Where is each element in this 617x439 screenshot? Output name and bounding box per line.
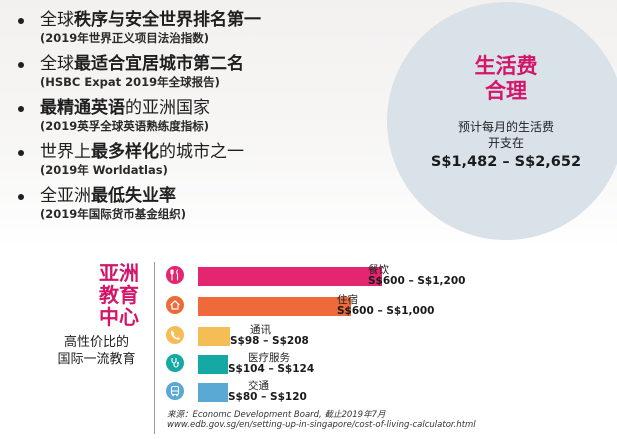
cost-row-housing: 住宿 S$600 – S$1,000 <box>0 294 617 317</box>
list-item: 最精通英语的亚洲国家 (2019英孚全球英语熟练度指标) <box>18 98 403 134</box>
house-icon <box>166 296 184 314</box>
cost-row-dining: 餐饮 S$600 – S$1,200 <box>0 264 617 287</box>
source-url: www.edb.gov.sg/en/setting-up-in-singapor… <box>167 420 476 430</box>
education-hub-title: 亚洲 教育 中心 <box>84 262 154 328</box>
source-note: 来源：Economc Development Board, 截止2019年7月 … <box>167 410 476 430</box>
list-item: 全亚洲最低失业率 (2019年国际货币基金组织) <box>18 186 403 222</box>
cost-bar-dining <box>198 267 382 286</box>
bullet-dot <box>18 194 24 200</box>
list-item: 世界上最多样化的城市之一 (2019年 Worldatlas) <box>18 142 403 178</box>
stethoscope-icon <box>166 354 184 372</box>
ranking-headline: 世界上最多样化的城市之一 <box>40 142 244 162</box>
bullet-dot <box>18 106 24 112</box>
education-hub-subtitle: 高性价比的 国际一流教育 <box>40 334 153 368</box>
cost-bar-medical <box>198 355 228 374</box>
ranking-headline: 全亚洲最低失业率 <box>40 186 176 206</box>
subtitle-line: 高性价比的 <box>63 335 129 350</box>
cost-category-label: 餐饮 <box>368 264 389 276</box>
ranking-source: (HSBC Expat 2019年全球报告) <box>40 75 220 89</box>
cost-range: S$1,482 – S$2,652 <box>430 154 582 170</box>
bullet-dot <box>18 62 24 68</box>
ranking-source: (2019年国际货币基金组织) <box>40 207 187 221</box>
cost-row-telecom: 通讯 S$98 – S$208 <box>0 324 617 347</box>
section-divider <box>154 262 155 434</box>
cost-bar-telecom <box>198 327 230 346</box>
title-line: 亚洲 <box>99 261 139 285</box>
cost-bar-housing <box>198 297 351 316</box>
description-line: 预计每月的生活费 <box>457 120 554 134</box>
ranking-source: (2019年 Worldatlas) <box>40 163 168 177</box>
cost-amount-label: S$80 – S$120 <box>228 391 307 403</box>
bus-icon <box>166 382 184 400</box>
cost-category-label: 通讯 <box>250 324 271 336</box>
list-item: 全球最适合宜居城市第二名 (HSBC Expat 2019年全球报告) <box>18 54 403 90</box>
cost-category-label: 交通 <box>248 380 269 392</box>
ranking-list: 全球秩序与安全世界排名第一 (2019年世界正义项目法治指数) 全球最适合宜居城… <box>18 10 403 230</box>
bullet-dot <box>18 18 24 24</box>
list-item: 全球秩序与安全世界排名第一 (2019年世界正义项目法治指数) <box>18 10 403 46</box>
subtitle-line: 国际一流教育 <box>57 352 136 367</box>
title-line: 教育 <box>99 283 139 307</box>
cost-of-living-circle: 生活费 合理 预计每月的生活费 开支在 S$1,482 – S$2,652 <box>387 2 617 240</box>
cost-row-medical: 医疗服务 S$104 – S$124 <box>0 352 617 375</box>
title-line: 中心 <box>99 305 139 329</box>
bullet-dot <box>18 150 24 156</box>
cost-of-living-title: 生活费 合理 <box>387 54 617 104</box>
cost-category-label: 住宿 <box>337 294 358 306</box>
cost-amount-label: S$104 – S$124 <box>228 363 315 375</box>
ranking-headline: 最精通英语的亚洲国家 <box>40 98 210 118</box>
cost-amount-label: S$600 – S$1,200 <box>368 275 466 287</box>
ranking-headline: 全球秩序与安全世界排名第一 <box>40 10 261 30</box>
cost-amount-label: S$98 – S$208 <box>230 335 309 347</box>
cost-category-label: 医疗服务 <box>248 352 290 364</box>
description-line: 开支在 <box>487 136 524 150</box>
source-text: 来源：Economc Development Board, 截止2019年7月 <box>167 410 386 420</box>
cost-row-transport: 交通 S$80 – S$120 <box>0 380 617 403</box>
cost-bar-transport <box>198 383 228 402</box>
ranking-source: (2019年世界正义项目法治指数) <box>40 31 210 45</box>
title-line: 生活费 <box>474 54 538 78</box>
cost-of-living-description: 预计每月的生活费 开支在 <box>387 119 617 151</box>
ranking-source: (2019英孚全球英语熟练度指标) <box>40 119 210 133</box>
cost-amount-label: S$600 – S$1,000 <box>337 305 435 317</box>
ranking-headline: 全球最适合宜居城市第二名 <box>40 54 244 74</box>
title-line: 合理 <box>485 79 527 103</box>
phone-icon <box>166 326 184 344</box>
fork-knife-icon <box>166 266 184 284</box>
